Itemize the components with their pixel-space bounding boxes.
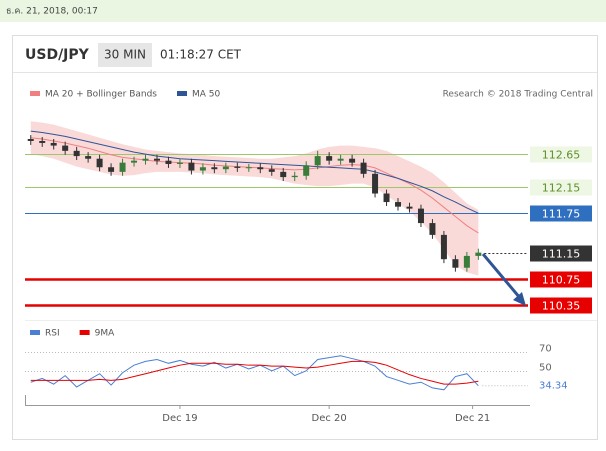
legend-label: MA 50 [192,90,221,100]
candle-body [280,171,287,178]
credit: Research © 2018 Trading Central [443,90,593,100]
level-label-box [530,179,592,196]
candle-body [165,160,172,164]
candle-body [245,167,252,169]
candle-body [314,156,321,166]
candle-body [349,158,356,163]
x-tick-label: Dec 21 [455,413,490,424]
candle-body [463,255,470,268]
candle-body [131,160,138,163]
candle-body [268,169,275,172]
candle-body [119,162,126,172]
candle-body [452,259,459,268]
legend-swatch [30,91,40,96]
legend-swatch [177,91,187,96]
candle-body [406,206,413,209]
candle-body [199,167,206,171]
legend-swatch [30,330,40,335]
forecast-arrowhead [513,292,526,306]
candle-body [383,193,390,203]
candle-body [303,165,310,176]
level-label-box [530,205,592,222]
y-tick-label: 70 [539,344,552,355]
candle-body [395,202,402,207]
candle-body [39,140,46,143]
current-value-label: 34.34 [539,381,568,392]
indicator-line [30,360,479,385]
candle-body [429,223,436,235]
clock: 01:18:27 CET [160,48,242,62]
top-bar [0,0,606,22]
level-label: 111.75 [542,208,581,221]
candle-body [142,158,149,161]
candle-body [475,252,482,256]
candle-body [153,158,160,161]
legend-swatch [79,330,90,335]
candle-body [73,150,80,157]
card [12,35,598,440]
candle-body [337,158,344,161]
x-tick-label: Dec 19 [162,413,197,424]
y-tick-label: 50 [539,363,552,374]
legend-label: 9MA [95,329,115,339]
level-label-box [530,146,592,163]
candle-body [96,158,103,168]
ma-line [30,137,479,234]
legend-label: MA 20 + Bollinger Bands [45,90,157,100]
x-tick-label: Dec 20 [312,413,347,424]
ma-line [30,130,479,214]
legend-label: RSI [45,329,60,339]
candle-body [291,175,298,178]
level-label: 112.65 [542,149,581,162]
level-label: 110.75 [542,274,581,287]
level-label: 110.35 [542,300,581,313]
candle-body [372,173,379,194]
candle-body [27,139,34,141]
candle-body [257,167,264,170]
candle-body [62,145,69,151]
date-header: ธ.ค. 21, 2018, 00:17 [6,7,98,17]
level-label-box [530,245,592,262]
candle-body [234,166,241,168]
level-label-box [530,297,592,314]
interval: 30 MIN [104,48,146,62]
candle-body [360,162,367,174]
candle-body [440,234,447,260]
level-label: 112.15 [542,182,581,195]
candle-body [222,166,229,170]
candle-body [326,156,333,161]
candle-body [188,162,195,171]
level-label: 111.15 [542,248,581,261]
candle-body [176,162,183,164]
candle-body [50,142,57,146]
level-label-box [530,271,592,288]
interval-box [98,43,152,67]
candle-body [108,167,115,172]
symbol: USD/JPY [25,47,90,63]
forecast-arrow [481,253,522,299]
candle-body [417,208,424,224]
candle-body [85,156,92,159]
candle-body [211,167,218,170]
